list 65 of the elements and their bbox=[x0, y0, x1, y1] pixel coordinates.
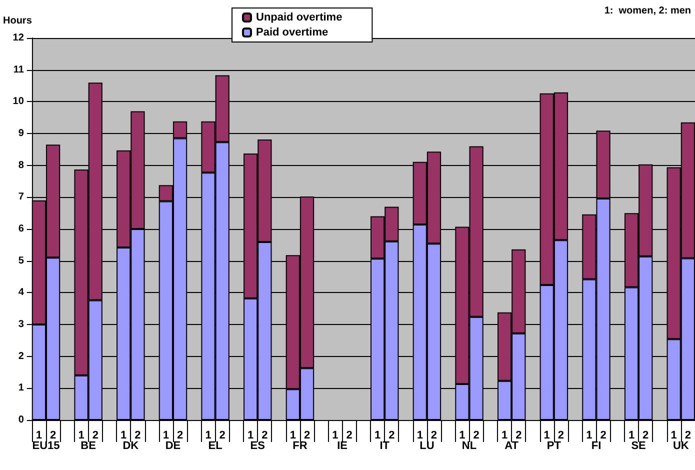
legend-label: Paid overtime bbox=[256, 26, 328, 38]
text: NL bbox=[462, 440, 477, 452]
y-tick-label: 0 bbox=[18, 414, 24, 426]
x-tick-label: 1 bbox=[586, 430, 592, 442]
y-tick-label: 7 bbox=[18, 192, 24, 203]
x-tick-label: 1 bbox=[501, 430, 508, 442]
x-tick-label: 2 bbox=[558, 430, 564, 442]
x-tick-label: 1 bbox=[120, 430, 127, 442]
text: DK bbox=[122, 440, 139, 452]
x-tick-label: 1 bbox=[544, 430, 550, 442]
text: UK bbox=[672, 440, 689, 452]
x-tick-label: 1 bbox=[459, 430, 466, 442]
x-tick-label: 1 bbox=[290, 430, 296, 442]
text: EL bbox=[208, 440, 223, 452]
text: DE bbox=[165, 440, 181, 452]
x-tick-label: 1 bbox=[416, 430, 423, 442]
text: IT bbox=[380, 440, 390, 452]
text: FR bbox=[292, 440, 308, 452]
text: PT bbox=[546, 440, 562, 452]
text: EU15 bbox=[32, 440, 60, 452]
y-tick-label: 11 bbox=[13, 64, 24, 76]
y-tick-label: 5 bbox=[18, 255, 24, 266]
x-tick-label: 2 bbox=[304, 430, 310, 442]
x-tick-label: 1 bbox=[374, 430, 381, 442]
y-tick-label: 8 bbox=[18, 160, 24, 171]
x-tick-label: 1 bbox=[205, 430, 212, 442]
x-tick-label: 1 bbox=[36, 430, 42, 442]
y-tick-label: 9 bbox=[18, 128, 24, 139]
x-tick-label: 1 bbox=[162, 430, 169, 442]
x-tick-label: 2 bbox=[430, 430, 438, 442]
x-tick-label: 2 bbox=[219, 430, 226, 442]
text: 1: women, 2: men bbox=[604, 6, 692, 16]
x-tick-label: 2 bbox=[516, 430, 522, 442]
y-tick-label: 12 bbox=[12, 32, 24, 44]
x-tick-label: 1 bbox=[628, 430, 635, 442]
text: AT bbox=[504, 440, 519, 452]
x-tick-label: 2 bbox=[50, 430, 56, 442]
x-tick-label: 2 bbox=[600, 430, 606, 442]
x-tick-label: 2 bbox=[176, 430, 184, 442]
text: FI bbox=[591, 440, 602, 452]
x-tick-label: 2 bbox=[473, 430, 480, 442]
x-tick-label: 2 bbox=[642, 430, 649, 442]
text: LU bbox=[420, 440, 434, 452]
text: SE bbox=[631, 440, 646, 452]
y-tick-label: 6 bbox=[18, 224, 24, 234]
text: BE bbox=[80, 440, 96, 452]
y-tick-label: 10 bbox=[12, 96, 24, 108]
x-tick-label: 2 bbox=[262, 430, 268, 442]
text: ES bbox=[250, 440, 265, 452]
y-tick-label: 3 bbox=[18, 319, 24, 330]
y-tick-label: 1 bbox=[18, 382, 24, 394]
x-tick-label: 1 bbox=[670, 430, 677, 442]
y-tick-label: 2 bbox=[18, 350, 24, 362]
x-tick-label: 2 bbox=[134, 430, 141, 442]
text: IE bbox=[337, 440, 348, 452]
x-tick-label: 2 bbox=[684, 430, 692, 442]
y-tick-label: 4 bbox=[18, 287, 24, 298]
x-tick-label: 2 bbox=[92, 430, 98, 442]
x-tick-label: 1 bbox=[332, 430, 338, 442]
x-tick-label: 2 bbox=[388, 430, 395, 442]
y-axis-title: Hours bbox=[2, 16, 32, 26]
x-tick-label: 2 bbox=[346, 430, 352, 442]
x-tick-label: 1 bbox=[248, 430, 254, 442]
legend-label: Unpaid overtime bbox=[256, 12, 342, 24]
x-tick-label: 1 bbox=[78, 430, 84, 442]
